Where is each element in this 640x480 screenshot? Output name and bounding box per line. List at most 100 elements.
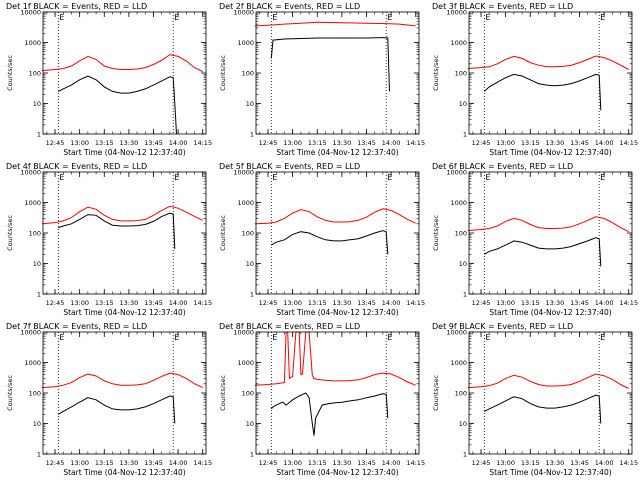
x-tick-label: 14:15 — [193, 139, 212, 147]
x-tick-label: 13:15 — [95, 459, 114, 467]
marker-flag: E — [59, 333, 64, 342]
marker-flag: E — [485, 333, 490, 342]
x-tick-label: 12:45 — [46, 459, 65, 467]
y-tick-label: 1 — [250, 291, 254, 299]
series-line — [484, 237, 602, 267]
panel-det-8: Det 8f BLACK = Events, RED = LLD Counts/s… — [219, 322, 425, 477]
y-axis-label: Counts/sec — [6, 375, 14, 411]
marker-flag: E — [485, 13, 490, 22]
series-line — [58, 212, 176, 249]
marker-flag: E — [59, 13, 64, 22]
x-tick-label: 12:45 — [259, 139, 278, 147]
x-tick-label: 14:15 — [619, 459, 638, 467]
y-tick-label: 10 — [33, 420, 41, 428]
x-tick-label: 13:45 — [570, 459, 589, 467]
plot-frame — [42, 11, 207, 135]
x-axis-label: Start Time (04-Nov-12 12:37:40) — [489, 148, 611, 157]
y-tick-label: 1000 — [24, 39, 41, 47]
series-line — [484, 394, 602, 424]
x-axis-label: Start Time (04-Nov-12 12:37:40) — [276, 148, 398, 157]
x-tick-label: 13:45 — [357, 459, 376, 467]
y-tick-label: 100 — [455, 230, 467, 238]
plot-frame — [255, 331, 420, 455]
y-axis-label: Counts/sec — [6, 215, 14, 251]
y-tick-label: 10000 — [446, 169, 467, 177]
y-axis-label: Counts/sec — [219, 215, 227, 251]
y-tick-label: 10 — [459, 100, 467, 108]
y-tick-label: 1000 — [24, 359, 41, 367]
plot-frame — [42, 171, 207, 295]
x-axis-label: Start Time (04-Nov-12 12:37:40) — [63, 308, 185, 317]
marker-flag: E — [600, 333, 605, 342]
series-line — [271, 230, 389, 255]
x-tick-label: 13:45 — [357, 299, 376, 307]
plot-frame — [468, 331, 633, 455]
x-tick-label: 13:45 — [570, 139, 589, 147]
x-tick-label: 12:45 — [46, 139, 65, 147]
x-tick-label: 14:00 — [382, 459, 401, 467]
y-axis-label: Counts/sec — [219, 55, 227, 91]
y-tick-label: 10000 — [20, 9, 41, 17]
x-tick-label: 13:15 — [521, 299, 540, 307]
panel-det-2: Det 2f BLACK = Events, RED = LLD Counts/s… — [219, 2, 425, 157]
x-tick-label: 13:15 — [95, 299, 114, 307]
marker-flag: E — [387, 173, 392, 182]
y-tick-label: 10000 — [446, 9, 467, 17]
y-tick-label: 1000 — [450, 359, 467, 367]
panel-det-9: Det 9f BLACK = Events, RED = LLD Counts/s… — [432, 322, 638, 477]
x-tick-label: 13:30 — [120, 299, 139, 307]
y-tick-label: 1 — [37, 291, 41, 299]
y-tick-label: 10 — [246, 260, 254, 268]
marker-flag: E — [59, 173, 64, 182]
series-line — [254, 21, 416, 27]
x-tick-label: 14:00 — [169, 459, 188, 467]
series-line — [58, 395, 176, 424]
x-axis-label: Start Time (04-Nov-12 12:37:40) — [489, 468, 611, 477]
panel-title: Det 3f BLACK = Events, RED = LLD — [432, 2, 573, 11]
y-tick-label: 10 — [459, 420, 467, 428]
x-tick-label: 13:15 — [95, 139, 114, 147]
y-tick-label: 100 — [29, 390, 41, 398]
marker-flag: E — [600, 13, 605, 22]
x-tick-label: 13:30 — [546, 299, 565, 307]
marker-flag: E — [174, 13, 179, 22]
y-tick-label: 1 — [463, 451, 467, 459]
x-tick-label: 12:45 — [259, 459, 278, 467]
x-tick-label: 14:15 — [619, 299, 638, 307]
x-tick-label: 14:15 — [619, 139, 638, 147]
y-tick-label: 100 — [242, 230, 254, 238]
x-tick-label: 14:00 — [595, 139, 614, 147]
x-tick-label: 13:30 — [546, 459, 565, 467]
series-line — [483, 73, 602, 111]
panel-det-7: Det 7f BLACK = Events, RED = LLD Counts/s… — [6, 322, 212, 477]
series-line — [467, 216, 629, 233]
y-tick-label: 10000 — [20, 329, 41, 337]
plot-frame — [42, 331, 207, 455]
x-tick-label: 13:45 — [570, 299, 589, 307]
y-tick-label: 1 — [463, 131, 467, 139]
y-tick-label: 1000 — [237, 39, 254, 47]
panel-title: Det 5f BLACK = Events, RED = LLD — [219, 162, 360, 171]
y-axis-label: Counts/sec — [432, 215, 440, 251]
series-line — [467, 55, 629, 70]
y-tick-label: 10 — [246, 420, 254, 428]
x-tick-label: 13:00 — [70, 459, 89, 467]
x-axis-label: Start Time (04-Nov-12 12:37:40) — [276, 308, 398, 317]
x-tick-label: 13:15 — [521, 459, 540, 467]
y-tick-label: 100 — [242, 70, 254, 78]
marker-flag: E — [272, 173, 277, 182]
x-tick-label: 14:00 — [169, 299, 188, 307]
marker-flag: E — [485, 173, 490, 182]
x-tick-label: 13:00 — [496, 459, 515, 467]
y-tick-label: 1 — [250, 451, 254, 459]
y-tick-label: 10000 — [233, 169, 254, 177]
x-tick-label: 12:45 — [472, 139, 491, 147]
y-axis-label: Counts/sec — [432, 375, 440, 411]
panel-title: Det 9f BLACK = Events, RED = LLD — [432, 322, 573, 331]
panel-det-1: Det 1f BLACK = Events, RED = LLD Counts/s… — [6, 2, 212, 157]
x-tick-label: 12:45 — [46, 299, 65, 307]
x-tick-label: 13:30 — [120, 139, 139, 147]
y-axis-label: Counts/sec — [219, 375, 227, 411]
y-tick-label: 10 — [33, 100, 41, 108]
